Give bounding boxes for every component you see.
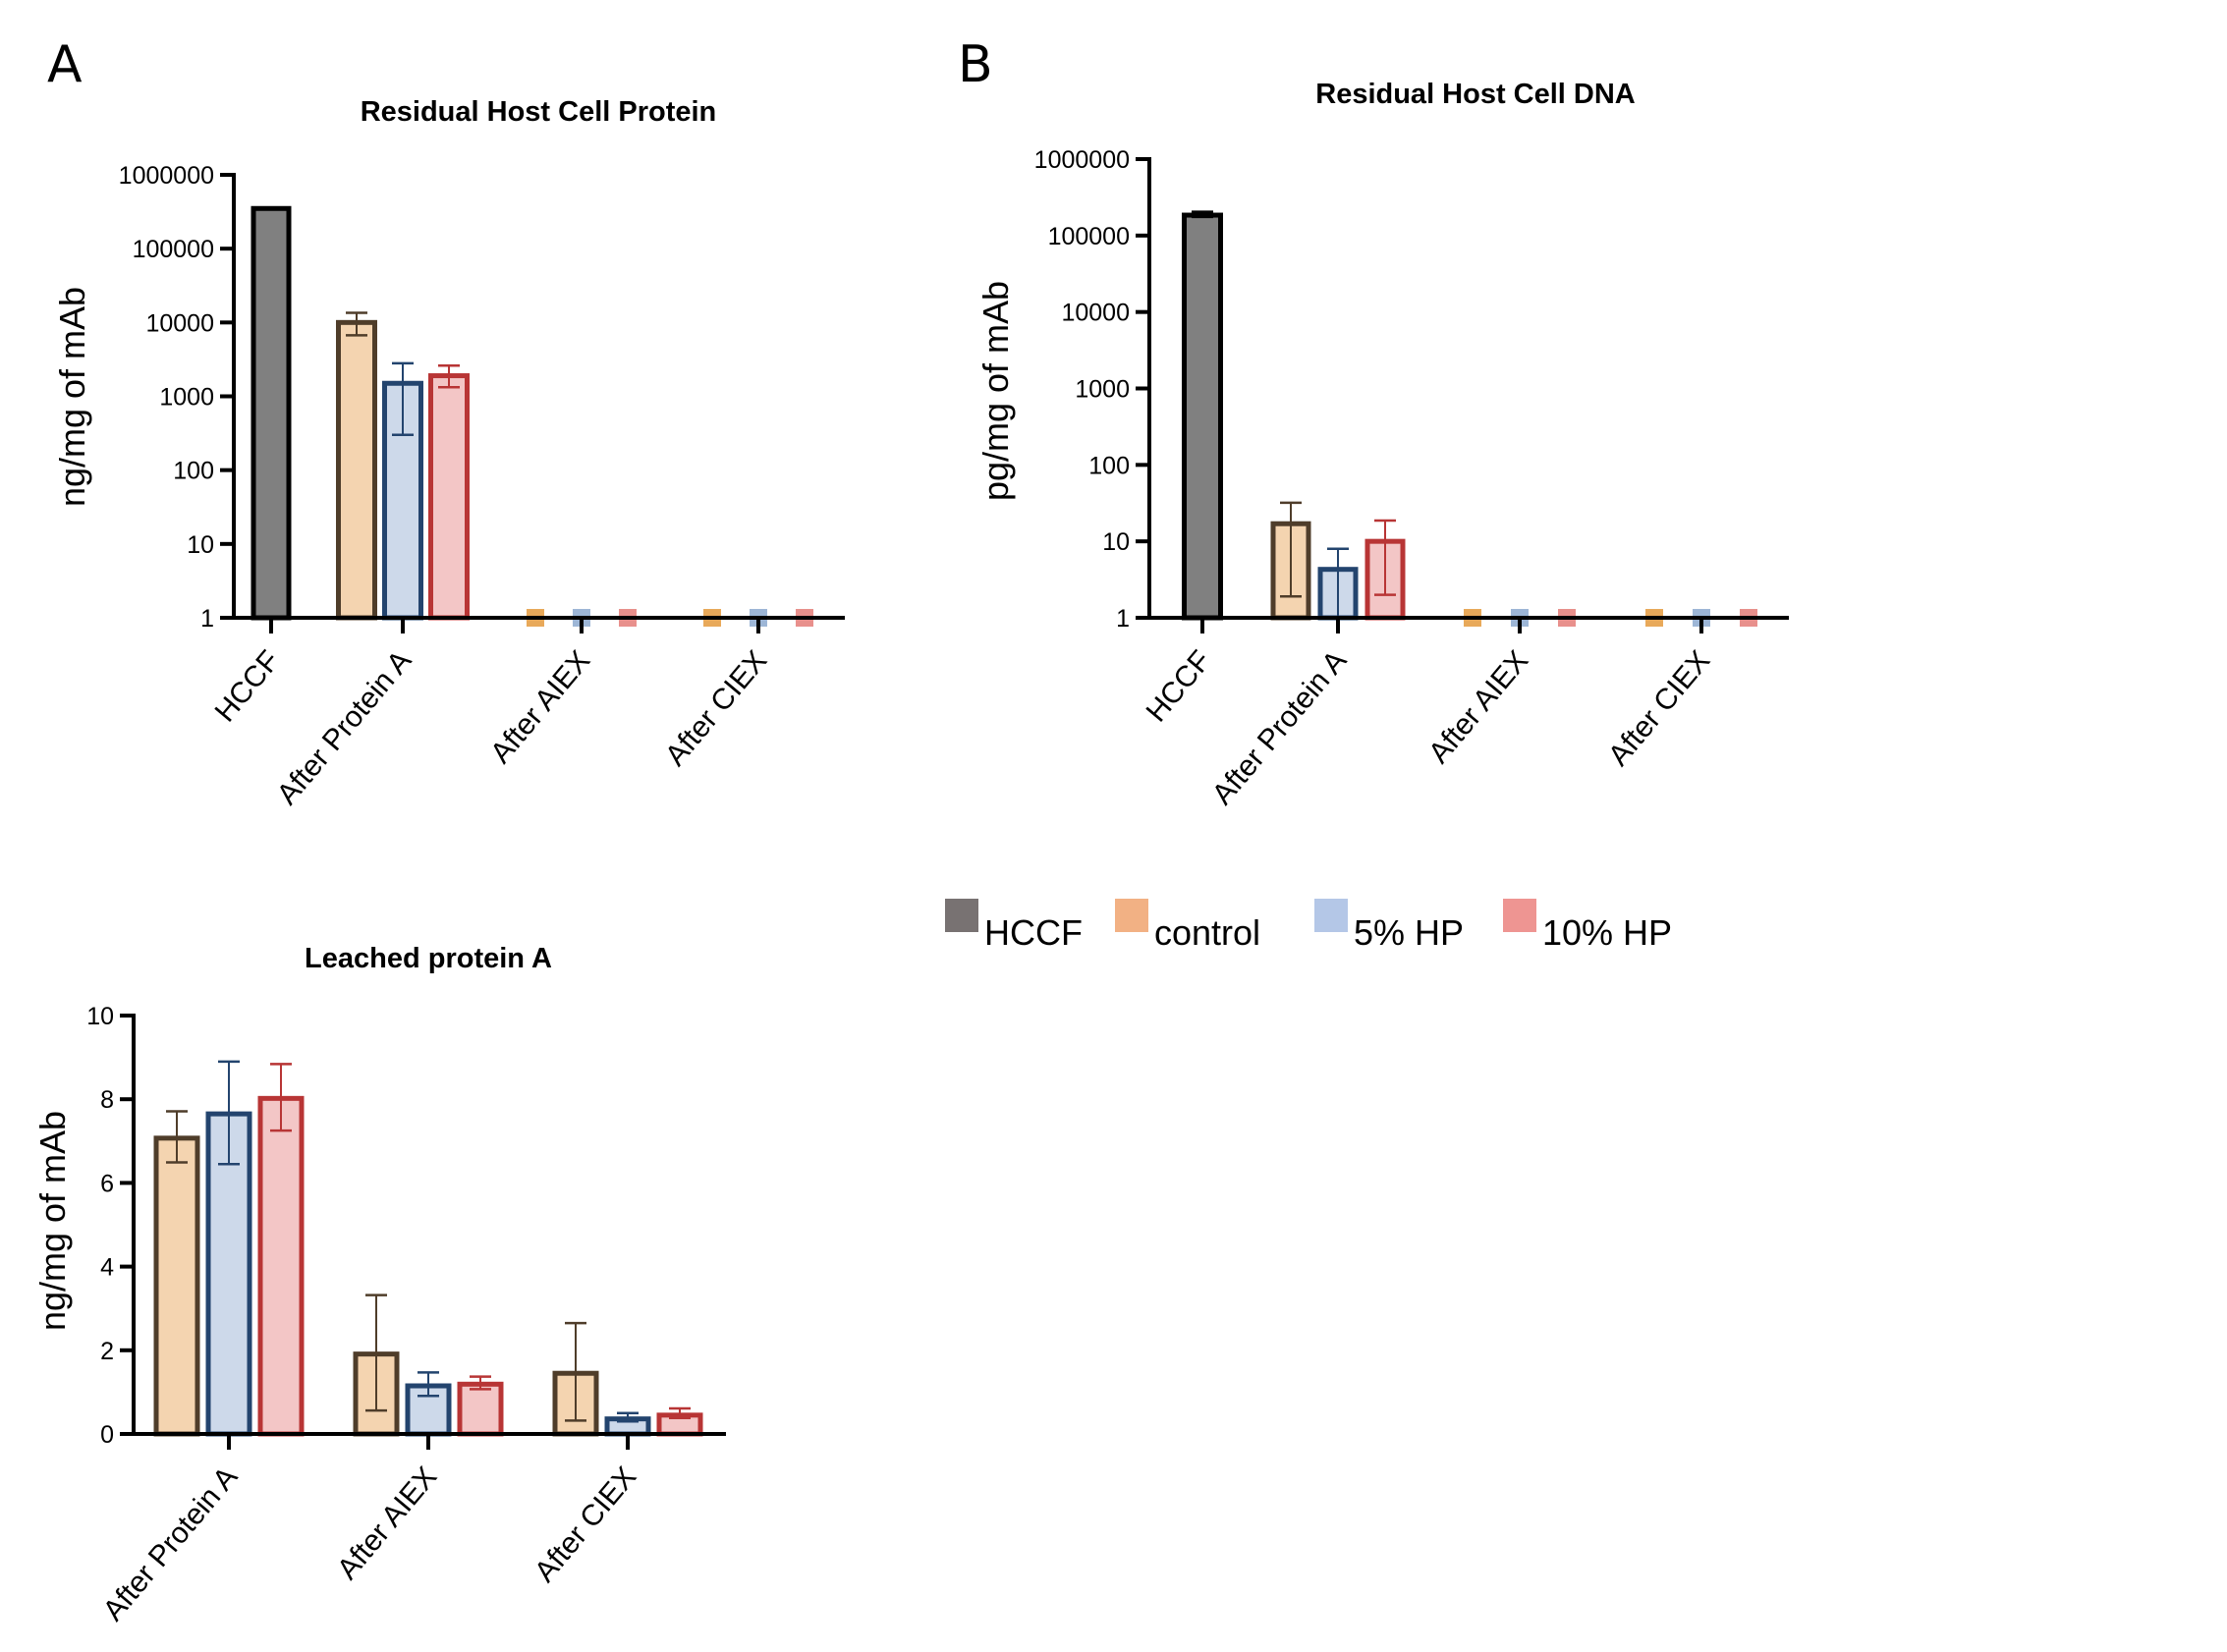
y-tick-label: 10000 [1061,300,1130,327]
y-tick-label: 6 [100,1170,114,1197]
x-tick-label: After Protein A [97,1460,245,1626]
legend-swatch-control [1115,899,1148,932]
bar-hccf [251,205,292,621]
y-tick-label: 1000 [1075,376,1130,404]
legend-label: 10% HP [1542,912,1672,953]
chart-title: Leached protein A [305,943,552,974]
chart-residual-hcp: Residual Host Cell Protein ng/mg of mAb … [52,96,845,811]
y-axis-label: pg/mg of mAb [975,281,1016,501]
bar-10-hp [457,1381,504,1437]
y-tick-label: 1 [1116,605,1130,633]
legend-label: 5% HP [1354,912,1464,953]
legend-label: HCCF [984,912,1083,953]
legend-swatch-hccf [945,899,978,932]
y-tick-label: 2 [100,1338,114,1365]
chart-title: Residual Host Cell DNA [1315,79,1636,110]
bar-hccf [1182,212,1223,621]
x-tick-label: HCCF [1141,644,1218,728]
bar-control [336,319,377,621]
x-tick-label: After Protein A [1206,644,1354,810]
bar-10-hp [428,373,470,621]
y-tick-label: 10000 [145,309,214,337]
panel-label-a: A [47,35,83,94]
chart-residual-dna: Residual Host Cell DNA pg/mg of mAb 1 10 1… [975,79,1789,811]
chart-leached-protein-a: Leached protein A ng/mg of mAb 0 2 4 6 8 10 Af… [32,943,726,1627]
y-axis-label: ng/mg of mAb [32,1111,73,1331]
x-tick-label: After AIEX [484,644,596,769]
y-tick-label: 10 [187,531,214,559]
y-tick-label: 0 [100,1421,114,1449]
y-tick-label: 10 [86,1003,114,1030]
y-tick-label: 100 [1088,452,1130,479]
x-tick-label: After CIEX [1602,644,1716,772]
y-tick-label: 100000 [1048,223,1130,250]
y-tick-label: 1 [200,605,214,633]
x-tick-label: After CIEX [659,644,773,772]
bar-10-hp [257,1095,305,1437]
legend-swatch-10-hp [1503,899,1536,932]
legend-label: control [1154,912,1260,953]
chart-title: Residual Host Cell Protein [361,96,717,128]
y-tick-label: 100 [173,458,214,485]
y-axis-label: ng/mg of mAb [52,287,92,507]
y-tick-label: 4 [100,1254,114,1282]
legend-swatch-5-hp [1314,899,1348,932]
x-tick-label: After AIEX [1422,644,1534,769]
x-tick-label: After Protein A [271,644,418,810]
y-tick-label: 100000 [133,236,214,263]
y-tick-label: 1000 [159,384,214,412]
y-tick-label: 10 [1102,528,1130,556]
panel-label-b: B [958,35,993,94]
x-tick-label: After CIEX [529,1460,642,1588]
x-tick-label: HCCF [209,644,287,728]
x-tick-label: After AIEX [331,1460,443,1585]
legend: HCCF control 5% HP 10% HP [945,899,1672,953]
y-tick-label: 8 [100,1086,114,1114]
bar-control [153,1135,200,1437]
y-tick-label: 1000000 [119,162,214,190]
y-tick-label: 1000000 [1034,146,1130,174]
